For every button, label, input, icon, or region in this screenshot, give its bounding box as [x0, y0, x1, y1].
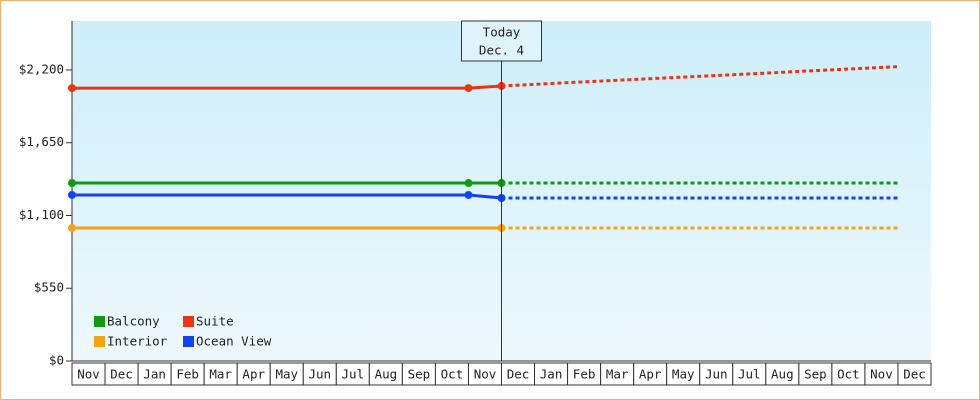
- marker: [464, 84, 473, 93]
- x-tick-label: Apr: [639, 367, 662, 382]
- x-tick-label: Apr: [242, 367, 265, 382]
- y-tick-label: $1,100: [19, 207, 64, 222]
- today-label: Today: [483, 25, 521, 40]
- x-tick-label: Nov: [870, 367, 893, 382]
- x-tick-label: Aug: [375, 367, 398, 382]
- y-tick-label: $550: [34, 280, 64, 295]
- today-box: [461, 20, 542, 62]
- x-tick-label: Nov: [474, 367, 497, 382]
- y-tick-label: $1,650: [19, 134, 64, 149]
- legend-swatch: [183, 316, 194, 327]
- legend-swatch: [183, 336, 194, 347]
- legend-swatch: [94, 336, 105, 347]
- marker: [68, 179, 76, 188]
- marker: [464, 179, 473, 188]
- x-tick-label: Jan: [143, 367, 166, 382]
- x-tick-label: Dec: [903, 367, 926, 382]
- x-tick-label: Sep: [804, 367, 827, 382]
- x-tick-label: Sep: [408, 367, 431, 382]
- marker: [464, 190, 473, 199]
- x-tick-label: May: [672, 367, 695, 382]
- x-tick-label: Jun: [705, 367, 728, 382]
- forecast-line: [501, 65, 899, 88]
- x-tick-label: Oct: [837, 367, 860, 382]
- y-tick-label: $2,200: [19, 61, 64, 76]
- x-tick-label: Jul: [738, 367, 761, 382]
- marker: [68, 190, 76, 199]
- x-tick-label: Aug: [771, 367, 794, 382]
- x-cell: [897, 362, 932, 386]
- x-tick-label: Dec: [507, 367, 530, 382]
- y-tick-label: $0: [49, 353, 64, 368]
- legend-label: Balcony: [107, 314, 160, 329]
- legend-swatch: [94, 316, 105, 327]
- x-tick-label: Nov: [77, 367, 100, 382]
- x-tick-label: Mar: [606, 367, 629, 382]
- x-tick-label: Jun: [308, 367, 331, 382]
- x-tick-label: Dec: [110, 367, 133, 382]
- marker: [68, 84, 76, 93]
- x-tick-label: Jul: [342, 367, 365, 382]
- x-tick-label: May: [275, 367, 298, 382]
- legend-label: Ocean View: [196, 334, 272, 349]
- x-tick-label: Feb: [573, 367, 596, 382]
- series-line: [72, 193, 502, 200]
- x-tick-label: Mar: [209, 367, 232, 382]
- x-tick-label: Oct: [441, 367, 464, 382]
- legend-label: Interior: [107, 334, 168, 349]
- series-line: [72, 84, 502, 90]
- x-tick-label: Feb: [176, 367, 199, 382]
- marker: [68, 224, 76, 233]
- legend-label: Suite: [196, 314, 234, 329]
- x-tick-label: Jan: [540, 367, 563, 382]
- today-label: Dec. 4: [479, 43, 524, 58]
